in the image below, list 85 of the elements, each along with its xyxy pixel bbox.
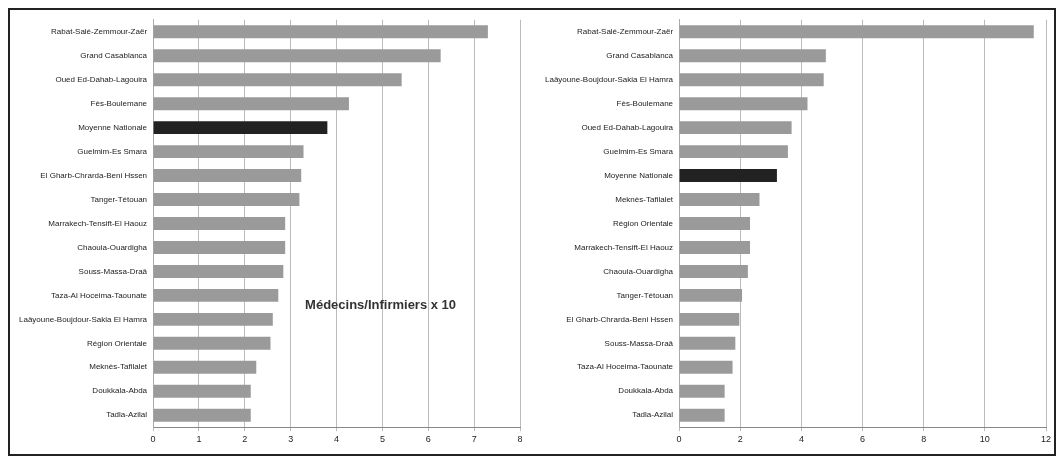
bar (679, 384, 725, 398)
bar (153, 312, 273, 326)
annotation: Médecins/Infirmiers x 10 (305, 296, 457, 312)
bar (679, 73, 824, 87)
y-tick-label: Tadla-Azilal (106, 410, 148, 420)
y-tick-label: Laâyoune-Boujdour-Sakia El Hamra (544, 74, 674, 84)
bar (153, 73, 402, 87)
x-tick-label: 1 (196, 434, 202, 445)
bar (153, 169, 302, 183)
bar (153, 408, 251, 422)
y-tick-label: El Gharb-Chrarda-Beni Hssen (566, 314, 674, 324)
bar (679, 145, 788, 159)
y-tick-label: Doukkala-Abda (618, 386, 674, 396)
bar (153, 193, 300, 207)
y-tick-label: Rabat-Salé-Zemmour-Zaër (577, 26, 674, 36)
x-tick-label: 2 (242, 434, 248, 445)
y-tick-label: Guelmim-Es Smara (77, 146, 148, 156)
bar (153, 25, 488, 39)
y-tick-label: Souss-Massa-Draâ (604, 338, 674, 348)
x-tick-label: 7 (471, 434, 477, 445)
bar (679, 240, 751, 254)
y-tick-label: Moyenne Nationale (78, 122, 148, 132)
y-tick-label: Laâyoune-Boujdour-Sakia El Hamra (18, 314, 148, 324)
y-tick-label: Chaouia-Ouardigha (603, 266, 674, 276)
bar (679, 312, 740, 326)
y-tick-label: Fès-Boulemane (616, 98, 674, 108)
x-tick-label: 2 (737, 434, 743, 445)
y-tick-label: Région Orientale (613, 218, 674, 228)
y-tick-label: Taza-Al Hoceima-Taounate (51, 290, 148, 300)
y-tick-label: Marrakech-Tensift-El Haouz (48, 218, 148, 228)
bar (679, 193, 760, 207)
x-tick-label: 6 (860, 434, 866, 445)
bar (679, 97, 808, 111)
y-tick-label: Doukkala-Abda (92, 386, 148, 396)
x-tick-label: 6 (425, 434, 431, 445)
bar (153, 240, 286, 254)
bar (679, 288, 743, 302)
y-tick-label: Chaouia-Ouardigha (77, 242, 148, 252)
y-tick-label: Taza-Al Hoceima-Taounate (577, 362, 674, 372)
bar (679, 169, 777, 183)
x-tick-label: 0 (150, 434, 156, 445)
y-tick-label: Moyenne Nationale (604, 170, 674, 180)
y-tick-label: Grand Casablanca (606, 50, 674, 60)
bar (153, 264, 284, 278)
bar (679, 25, 1034, 39)
bar (153, 384, 251, 398)
y-tick-label: Tanger-Tétouan (90, 194, 148, 204)
bar (153, 145, 304, 159)
bar (153, 336, 271, 350)
y-tick-label: Oued Ed-Dahab-Lagouira (581, 122, 674, 132)
bar (153, 121, 328, 135)
y-tick-label: Meknès-Tafilalet (615, 194, 674, 204)
y-tick-label: Région Orientale (87, 338, 148, 348)
y-tick-label: Grand Casablanca (80, 50, 148, 60)
y-tick-label: Rabat-Salé-Zemmour-Zaër (51, 26, 148, 36)
x-tick-label: 4 (334, 434, 340, 445)
x-tick-label: 5 (379, 434, 385, 445)
y-tick-label: Tanger-Tétouan (616, 290, 674, 300)
bar (679, 264, 748, 278)
y-tick-label: Tadla-Azilal (632, 410, 674, 420)
y-tick-label: Souss-Massa-Draâ (78, 266, 148, 276)
x-tick-label: 10 (979, 434, 990, 445)
bar (679, 336, 736, 350)
bar (679, 408, 725, 422)
bar (679, 217, 751, 230)
bar (679, 121, 792, 135)
x-tick-label: 0 (676, 434, 682, 445)
bar (153, 288, 279, 302)
x-tick-label: 8 (921, 434, 927, 445)
bar (153, 217, 286, 230)
y-tick-label: Meknès-Tafilalet (89, 362, 148, 372)
y-tick-label: El Gharb-Chrarda-Beni Hssen (40, 170, 148, 180)
y-tick-label: Oued Ed-Dahab-Lagouira (55, 74, 148, 84)
bar (153, 360, 257, 374)
y-tick-label: Guelmim-Es Smara (603, 146, 674, 156)
y-tick-label: Marrakech-Tensift-El Haouz (574, 242, 674, 252)
y-tick-label: Fès-Boulemane (90, 98, 148, 108)
bar (153, 97, 349, 111)
x-tick-label: 4 (798, 434, 804, 445)
bar (153, 49, 441, 63)
bar (679, 49, 826, 63)
x-tick-label: 3 (288, 434, 294, 445)
bar (679, 360, 733, 374)
x-tick-label: 8 (517, 434, 523, 445)
x-tick-label: 12 (1040, 434, 1052, 445)
